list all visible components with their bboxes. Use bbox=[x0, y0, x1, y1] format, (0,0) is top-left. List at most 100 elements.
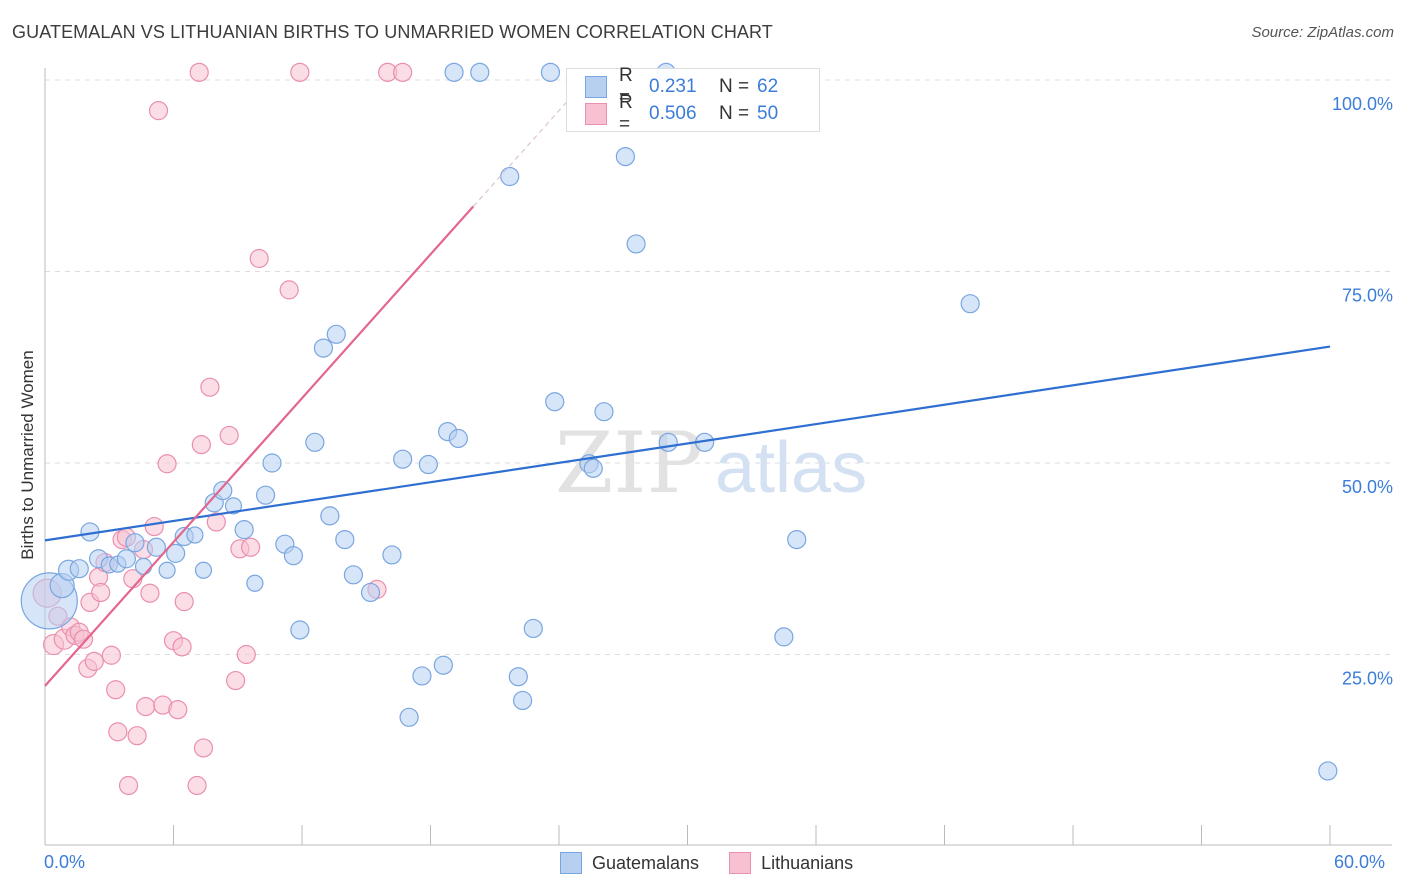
guatemalans-trend-line bbox=[44, 345, 1331, 542]
data-point bbox=[226, 670, 246, 691]
trend-lines bbox=[44, 91, 1331, 687]
watermark-atlas: atlas bbox=[715, 428, 867, 508]
data-point bbox=[500, 166, 520, 187]
r-label: R = bbox=[619, 65, 633, 108]
data-point bbox=[433, 655, 453, 675]
data-point bbox=[73, 629, 94, 649]
data-point bbox=[343, 565, 363, 585]
legend-item-guatemalans: Guatemalans bbox=[560, 852, 699, 874]
legend-label-lithuanians: Lithuanians bbox=[761, 852, 854, 873]
legend-item-lithuanians: Lithuanians bbox=[729, 852, 853, 874]
data-point bbox=[148, 101, 169, 121]
data-point bbox=[262, 453, 282, 473]
y-tick-label: 100.0% bbox=[1332, 94, 1393, 114]
y-tick-labels: 25.0% 50.0% 75.0% 100.0% bbox=[1332, 94, 1393, 689]
data-point bbox=[84, 651, 104, 671]
data-point bbox=[108, 722, 128, 742]
data-point bbox=[127, 726, 147, 746]
data-point bbox=[335, 529, 355, 550]
data-point bbox=[320, 506, 340, 526]
data-point bbox=[279, 280, 299, 300]
data-point bbox=[246, 574, 264, 592]
data-point bbox=[255, 485, 276, 505]
data-point bbox=[241, 537, 261, 557]
data-point bbox=[157, 454, 177, 474]
y-tick-label: 75.0% bbox=[1342, 286, 1393, 306]
data-point bbox=[191, 435, 211, 455]
data-point bbox=[290, 62, 310, 82]
lithuanians-trend-line bbox=[44, 205, 475, 687]
lithuanians-trend-extension bbox=[472, 91, 577, 207]
data-point bbox=[168, 700, 188, 720]
r-value: 0.231 bbox=[649, 76, 697, 97]
data-point bbox=[523, 618, 543, 639]
data-point bbox=[187, 775, 207, 796]
data-point bbox=[448, 428, 468, 449]
data-point bbox=[283, 546, 304, 566]
data-point bbox=[91, 582, 111, 603]
data-point bbox=[206, 512, 226, 532]
n-label: N = bbox=[719, 76, 750, 97]
data-point bbox=[1318, 761, 1338, 781]
data-point bbox=[615, 147, 635, 167]
blue-swatch bbox=[560, 852, 582, 874]
data-point bbox=[305, 432, 325, 452]
data-point bbox=[412, 666, 432, 686]
data-point bbox=[116, 549, 136, 569]
source-credit: Source: ZipAtlas.com bbox=[1251, 24, 1394, 41]
data-point bbox=[290, 620, 310, 640]
n-value: 62 bbox=[757, 76, 779, 97]
data-point bbox=[224, 497, 243, 515]
data-point bbox=[960, 294, 980, 314]
pink-swatch bbox=[729, 852, 752, 874]
lithuanians-points bbox=[32, 62, 413, 796]
data-point bbox=[594, 402, 614, 422]
y-tick-label: 50.0% bbox=[1342, 477, 1393, 497]
watermark-zip: ZIP bbox=[555, 414, 703, 512]
data-point bbox=[382, 545, 402, 565]
y-tick-label: 25.0% bbox=[1342, 669, 1393, 689]
data-point bbox=[234, 520, 254, 540]
data-point bbox=[106, 680, 126, 700]
data-point bbox=[194, 561, 213, 579]
data-point bbox=[101, 645, 121, 665]
data-point bbox=[140, 583, 160, 603]
guatemalans-points bbox=[20, 62, 1338, 781]
axes bbox=[44, 68, 1392, 846]
data-point bbox=[787, 529, 807, 550]
data-point bbox=[393, 449, 413, 469]
data-point bbox=[219, 425, 239, 446]
data-point bbox=[69, 559, 89, 579]
data-point bbox=[172, 637, 192, 657]
data-point bbox=[189, 62, 209, 82]
data-point bbox=[236, 644, 256, 665]
data-point bbox=[134, 557, 153, 576]
data-point bbox=[512, 690, 533, 711]
legend-label-guatemalans: Guatemalans bbox=[592, 852, 700, 873]
data-point bbox=[313, 338, 334, 358]
data-point bbox=[158, 561, 176, 579]
pink-swatch bbox=[585, 103, 607, 125]
legend-row-lithuanians: R = 0.506 N = 50 bbox=[585, 92, 778, 135]
data-point bbox=[144, 516, 164, 537]
data-point bbox=[146, 537, 166, 557]
data-point bbox=[360, 582, 381, 603]
n-label: N = bbox=[719, 103, 750, 124]
data-point bbox=[508, 667, 528, 687]
x-tick-label-min: 0.0% bbox=[44, 852, 86, 872]
data-point bbox=[540, 62, 561, 82]
data-point bbox=[213, 480, 233, 501]
data-point bbox=[444, 62, 464, 82]
legend-row-guatemalans: R = 0.231 N = 62 bbox=[585, 65, 779, 108]
data-point bbox=[186, 526, 204, 544]
data-point bbox=[136, 696, 156, 717]
data-point bbox=[774, 627, 794, 647]
data-point bbox=[626, 234, 646, 254]
data-point bbox=[399, 707, 419, 727]
data-point bbox=[193, 738, 214, 758]
data-point bbox=[418, 454, 438, 475]
x-tick-label-max: 60.0% bbox=[1334, 852, 1386, 872]
data-point bbox=[174, 592, 194, 612]
r-label: R = bbox=[619, 92, 633, 135]
